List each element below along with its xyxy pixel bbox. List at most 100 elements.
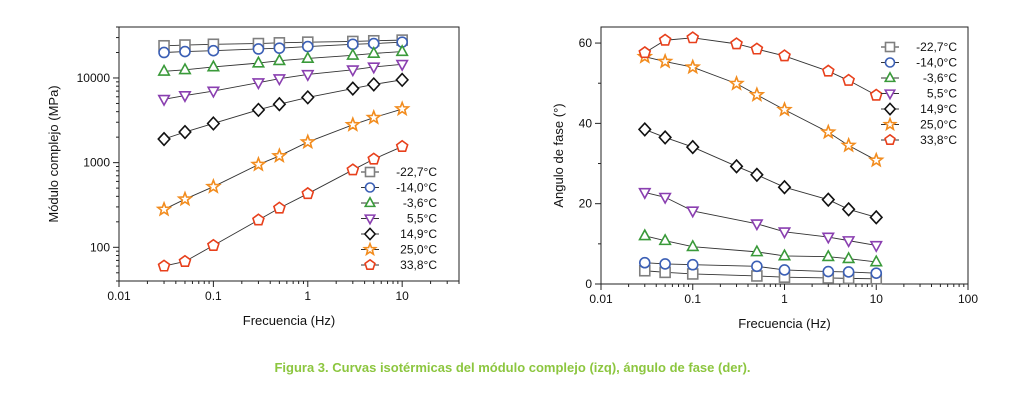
data-point: [840, 136, 857, 153]
data-point: [821, 64, 835, 77]
data-point: [347, 38, 359, 51]
data-point: [684, 58, 702, 75]
data-point: [206, 238, 220, 251]
data-point: [272, 201, 286, 214]
data-point: [395, 44, 409, 57]
data-point: [272, 96, 287, 112]
data-point: [344, 116, 362, 132]
data-point: [658, 233, 672, 246]
legend-marker: [884, 41, 896, 53]
legend-label: -3,6°C: [403, 196, 437, 210]
right-chart-phase-angle: 0.01 0.1 1 10 100 0 20 40 60 Frecuencia (Hz) Angul…: [551, 26, 978, 331]
data-point: [750, 244, 764, 257]
data-point: [272, 74, 286, 87]
legend-item: -22,7°C: [881, 40, 957, 54]
data-point: [777, 248, 792, 261]
data-point: [367, 62, 381, 75]
data-point: [252, 213, 265, 226]
data-point: [155, 200, 173, 217]
series-1: [158, 36, 408, 59]
data-point: [157, 94, 171, 107]
data-point: [822, 265, 835, 278]
x-tick-label: 0.1: [684, 292, 701, 306]
data-point: [729, 158, 744, 174]
series-line: [163, 79, 403, 140]
data-point: [686, 206, 700, 219]
y-axis-label: Módulo complejo (MPa): [46, 85, 61, 222]
data-point: [157, 63, 171, 76]
data-point: [365, 108, 383, 125]
series-1: [638, 256, 883, 279]
legend-label: -22,7°C: [396, 165, 437, 179]
data-point: [869, 209, 884, 225]
legend-marker: [884, 133, 896, 145]
data-point: [273, 42, 286, 54]
data-point: [730, 37, 743, 50]
data-point: [685, 139, 700, 155]
legend-marker: [364, 166, 376, 178]
legend-marker: [363, 196, 377, 208]
y-axis-label: Angulo de fase (°): [551, 103, 566, 207]
y-tick-label: 20: [579, 197, 593, 211]
legend-marker: [362, 241, 378, 257]
data-point: [367, 46, 381, 58]
series-2: [157, 44, 409, 76]
data-point: [301, 186, 315, 200]
data-point: [206, 59, 220, 72]
legend-item: 33,8°C: [361, 258, 437, 272]
data-point: [638, 256, 651, 269]
data-point: [179, 45, 191, 58]
series-line: [644, 192, 877, 246]
data-point: [300, 89, 315, 105]
x-tick-label: 0.01: [589, 292, 613, 306]
legend-label: -14,0°C: [396, 181, 437, 195]
x-tick-label: 100: [958, 292, 978, 306]
legend-item: 14,9°C: [881, 102, 957, 116]
data-point: [659, 258, 671, 270]
data-point: [178, 254, 192, 267]
data-point: [658, 192, 672, 205]
legend-label: 14,9°C: [920, 102, 957, 116]
data-point: [272, 53, 286, 66]
series-6: [638, 31, 883, 101]
legend-label: 25,0°C: [920, 118, 957, 132]
data-point: [301, 51, 315, 64]
data-point: [867, 151, 885, 168]
legend-marker: [363, 227, 377, 241]
x-tick-label: 1: [781, 292, 788, 306]
data-point: [157, 131, 171, 147]
figure-caption: Figura 3. Curvas isotérmicas del módulo …: [274, 360, 751, 375]
legend-label: 14,9°C: [400, 227, 437, 241]
legend-item: 14,9°C: [361, 227, 437, 241]
data-point: [842, 266, 855, 278]
legend-label: 5,5°C: [407, 212, 437, 226]
legend-item: -3,6°C: [881, 71, 957, 85]
series-3: [157, 59, 409, 107]
data-point: [728, 74, 745, 91]
plot-frame: [118, 26, 460, 282]
data-point: [751, 260, 763, 273]
series-4: [157, 72, 410, 147]
legend-marker: [883, 71, 897, 83]
data-point: [842, 236, 856, 249]
legend-item: 25,0°C: [361, 241, 437, 257]
legend-item: 25,0°C: [881, 116, 957, 132]
data-point: [777, 179, 792, 195]
legend-marker: [363, 214, 377, 226]
data-point: [395, 139, 409, 152]
data-point: [178, 62, 192, 75]
data-point: [395, 72, 410, 88]
legend-label: -22,7°C: [916, 40, 957, 54]
series-3: [638, 187, 883, 253]
legend-item: -3,6°C: [361, 196, 437, 210]
legend-item: -22,7°C: [361, 165, 437, 179]
data-point: [251, 78, 266, 91]
data-point: [869, 88, 883, 101]
data-point: [750, 219, 764, 232]
data-point: [207, 44, 220, 57]
x-tick-label: 0.1: [205, 289, 222, 303]
data-point: [345, 81, 360, 96]
y-tick-label: 0: [585, 277, 592, 291]
data-point: [776, 100, 793, 117]
